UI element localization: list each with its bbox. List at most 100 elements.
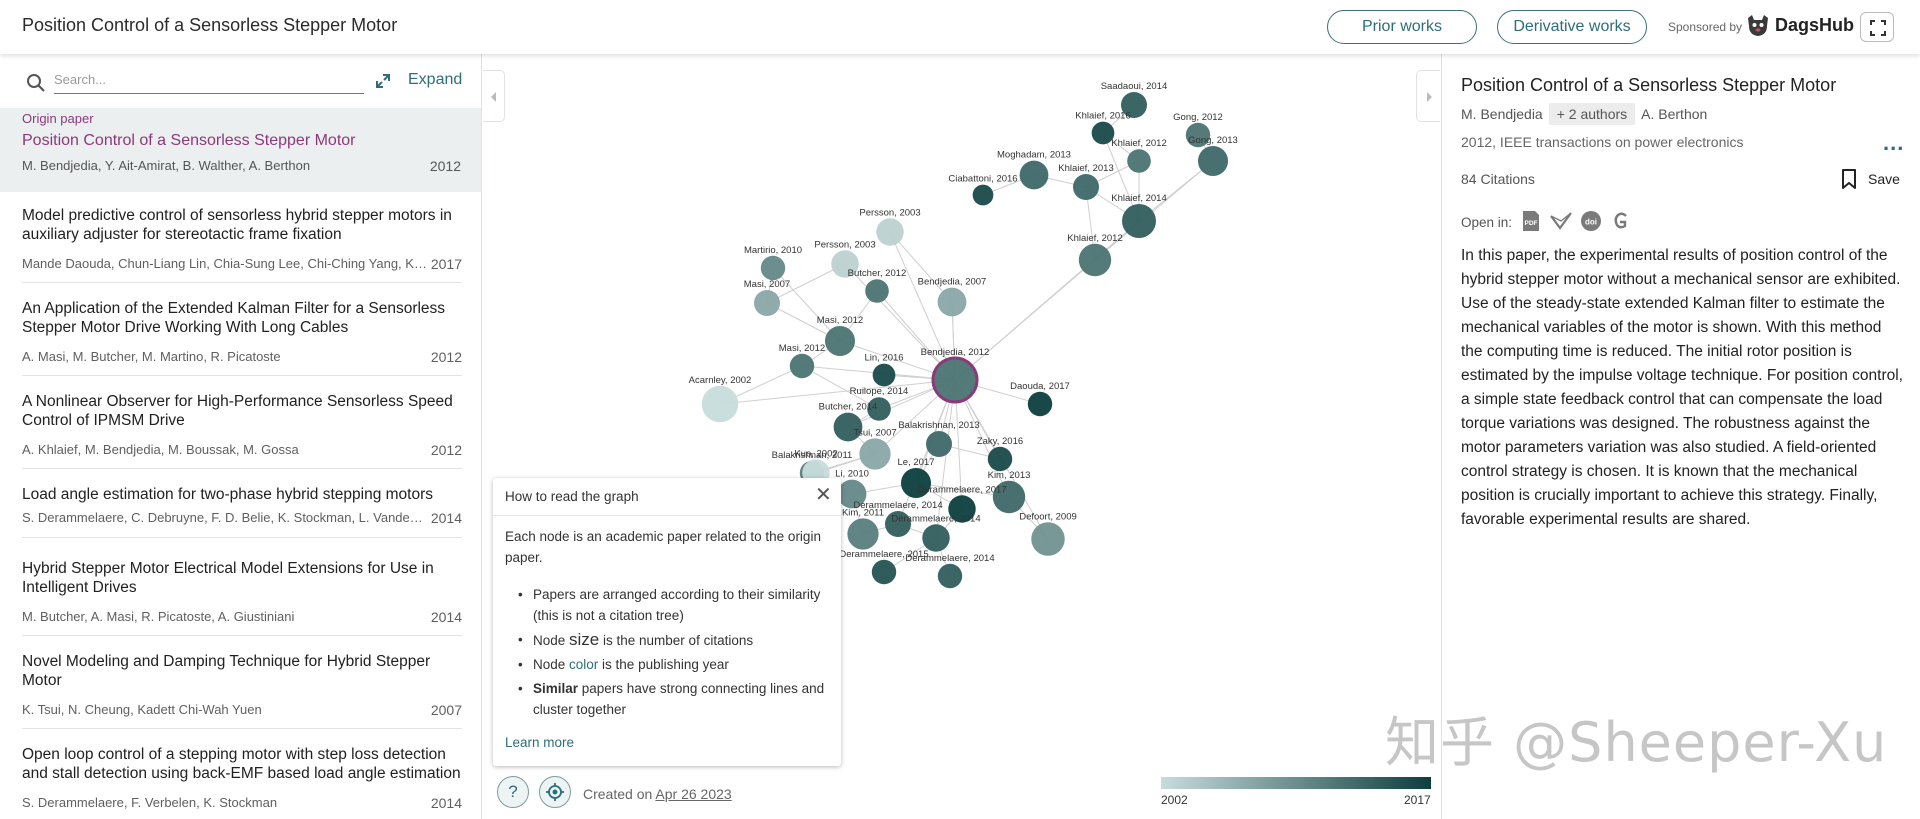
graph-canvas[interactable]: Saadaoui, 2014 Khlaief, 2016 Gong, 2012 Khl…	[483, 54, 1440, 819]
paper-node[interactable]	[753, 289, 781, 317]
paper-node[interactable]	[871, 559, 897, 585]
paper-title[interactable]: Open loop control of a stepping motor wi…	[22, 746, 461, 782]
paper-node[interactable]	[859, 438, 891, 470]
detail-authors: M. Bendjedia + 2 authors A. Berthon	[1461, 102, 1707, 126]
paper-node[interactable]	[876, 218, 904, 246]
help-key-similar: Similar	[533, 681, 579, 696]
collapse-right-panel-button[interactable]	[1416, 70, 1440, 122]
paper-node[interactable]	[1072, 173, 1100, 201]
origin-paper-node[interactable]	[931, 356, 979, 404]
paper-node[interactable]	[937, 287, 967, 317]
paper-node[interactable]	[1127, 149, 1151, 173]
bookmark-icon[interactable]	[1841, 169, 1857, 189]
paper-node[interactable]	[1091, 121, 1115, 145]
paper-node[interactable]	[760, 255, 786, 281]
doi-icon[interactable]: doi	[1579, 209, 1603, 233]
expand-button[interactable]: Expand	[408, 71, 463, 88]
collapse-left-panel-button[interactable]	[483, 70, 505, 122]
paper-authors: S. Derammelaere, C. Debruyne, F. D. Beli…	[22, 510, 427, 525]
semantic-scholar-icon[interactable]	[1549, 209, 1573, 233]
target-icon	[546, 783, 564, 801]
paper-title[interactable]: Hybrid Stepper Motor Electrical Model Ex…	[22, 560, 434, 596]
paper-node[interactable]	[837, 479, 867, 509]
origin-paper-item[interactable]	[0, 108, 481, 192]
paper-node[interactable]	[1120, 91, 1148, 119]
save-button[interactable]: Save	[1868, 171, 1900, 187]
paper-node[interactable]	[831, 250, 859, 278]
created-date-link[interactable]: Apr 26 2023	[655, 786, 732, 802]
created-on-text: Created on Apr 26 2023	[583, 786, 732, 802]
paper-node[interactable]	[1122, 204, 1156, 238]
node-label: Lin, 2016	[864, 353, 903, 364]
paper-details-panel: Position Control of a Sensorless Stepper…	[1441, 54, 1920, 819]
paper-year: 2012	[430, 349, 462, 365]
paper-title[interactable]: Load angle estimation for two-phase hybr…	[22, 486, 433, 503]
paper-node[interactable]	[1027, 391, 1053, 417]
graph-nodes: Saadaoui, 2014 Khlaief, 2016 Gong, 2012 Khl…	[689, 81, 1238, 589]
paper-node[interactable]	[1197, 145, 1229, 177]
paper-node[interactable]	[789, 353, 815, 379]
paper-node[interactable]	[1031, 522, 1065, 556]
origin-paper-authors: M. Bendjedia, Y. Ait-Amirat, B. Walther,…	[22, 158, 311, 173]
similarity-edge	[801, 365, 880, 410]
paper-node[interactable]	[1019, 160, 1049, 190]
paper-node[interactable]	[884, 510, 912, 538]
prior-works-button[interactable]: Prior works	[1327, 10, 1477, 44]
paper-node[interactable]	[1185, 122, 1211, 148]
recenter-button[interactable]	[539, 776, 571, 808]
help-bullet-size: Node size is the number of citations	[505, 629, 833, 651]
paper-year: 2007	[430, 702, 462, 718]
learn-more-link[interactable]: Learn more	[505, 735, 575, 750]
node-label: Gong, 2013	[1188, 135, 1238, 146]
list-divider	[22, 282, 462, 283]
origin-paper-title[interactable]: Position Control of a Sensorless Stepper…	[22, 132, 356, 149]
paper-node[interactable]	[922, 524, 950, 552]
detail-venue: 2012, IEEE transactions on power electro…	[1461, 134, 1744, 150]
close-icon[interactable]: ✕	[815, 484, 832, 506]
chevron-right-icon	[1427, 92, 1432, 102]
similarity-graph[interactable]: Saadaoui, 2014 Khlaief, 2016 Gong, 2012 Khl…	[483, 54, 1440, 819]
paper-node[interactable]	[833, 412, 863, 442]
paper-node[interactable]	[824, 325, 856, 357]
year-scale-end: 2017	[1404, 793, 1431, 807]
paper-node[interactable]	[925, 430, 953, 458]
help-button[interactable]: ?	[497, 776, 529, 808]
node-label: Derammelaere, 2014	[905, 553, 994, 564]
expand-icon[interactable]	[374, 72, 392, 90]
google-scholar-icon[interactable]	[1609, 209, 1633, 233]
paper-node[interactable]	[937, 563, 963, 589]
paper-title[interactable]: An Application of the Extended Kalman Fi…	[22, 300, 446, 336]
help-text: Node	[533, 657, 570, 672]
paper-title[interactable]: A Nonlinear Observer for High-Performanc…	[22, 393, 453, 429]
year-color-scale	[1161, 777, 1431, 789]
node-label: Kim, 2013	[988, 470, 1031, 481]
derivative-works-button[interactable]: Derivative works	[1497, 10, 1647, 44]
paper-title[interactable]: Novel Modeling and Damping Technique for…	[22, 653, 431, 689]
paper-title[interactable]: Model predictive control of sensorless h…	[22, 207, 452, 243]
paper-node[interactable]	[872, 363, 896, 387]
paper-node[interactable]	[701, 385, 739, 423]
paper-node[interactable]	[992, 480, 1026, 514]
similarity-edge	[766, 263, 846, 304]
paper-node[interactable]	[847, 518, 879, 550]
more-authors-chip[interactable]: + 2 authors	[1548, 103, 1636, 125]
detail-author[interactable]: M. Bendjedia	[1461, 106, 1543, 122]
help-bullet-color: Node color is the publishing year	[505, 654, 833, 675]
dagshub-logo-icon[interactable]	[1745, 13, 1771, 39]
node-label: Khlaief, 2013	[1058, 163, 1113, 174]
paper-node[interactable]	[1078, 243, 1112, 277]
search-input[interactable]	[54, 66, 364, 94]
paper-node[interactable]	[867, 397, 891, 421]
paper-node[interactable]	[972, 184, 994, 206]
paper-node[interactable]	[865, 279, 889, 303]
more-options-button[interactable]: ...	[1883, 130, 1905, 155]
list-divider	[22, 468, 462, 469]
paper-node[interactable]	[987, 446, 1013, 472]
detail-author[interactable]: A. Berthon	[1641, 106, 1708, 122]
pdf-icon[interactable]: PDF	[1519, 209, 1543, 233]
fullscreen-button[interactable]	[1860, 12, 1894, 42]
sponsor-name[interactable]: DagsHub	[1775, 15, 1855, 35]
paper-year: 2012	[430, 442, 462, 458]
paper-node[interactable]	[900, 467, 932, 499]
paper-node[interactable]	[948, 495, 976, 523]
